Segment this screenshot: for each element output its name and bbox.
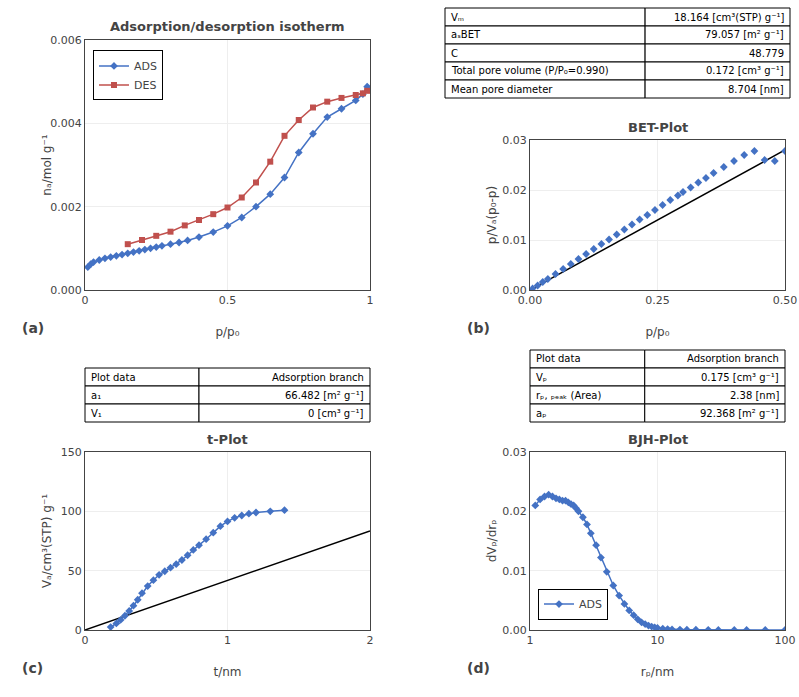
svg-text:100: 100 (775, 634, 796, 647)
svg-text:0.172 [cm³ g⁻¹]: 0.172 [cm³ g⁻¹] (706, 65, 784, 76)
svg-text:0.5: 0.5 (219, 294, 237, 307)
svg-text:0.00: 0.00 (502, 284, 527, 297)
svg-text:Vₐ/cm³(STP) g⁻¹: Vₐ/cm³(STP) g⁻¹ (40, 494, 54, 588)
svg-text:(d): (d) (467, 660, 490, 676)
svg-text:150: 150 (61, 446, 82, 459)
svg-text:48.779: 48.779 (749, 48, 784, 59)
svg-text:0.02: 0.02 (502, 505, 527, 518)
svg-text:0.004: 0.004 (50, 117, 82, 130)
svg-text:0.25: 0.25 (645, 294, 670, 307)
svg-text:DES: DES (134, 79, 156, 92)
svg-text:0 [cm³ g⁻¹]: 0 [cm³ g⁻¹] (308, 408, 364, 419)
svg-text:8.704 [nm]: 8.704 [nm] (728, 84, 784, 95)
svg-text:V₁: V₁ (91, 408, 102, 419)
svg-text:100: 100 (61, 505, 82, 518)
svg-text:0.002: 0.002 (50, 201, 82, 214)
svg-text:BJH-Plot: BJH-Plot (628, 432, 688, 447)
svg-text:1: 1 (224, 634, 231, 647)
svg-text:p/p₀: p/p₀ (645, 325, 669, 339)
svg-text:66.482 [m² g⁻¹]: 66.482 [m² g⁻¹] (285, 390, 364, 401)
svg-text:a₁: a₁ (91, 390, 101, 401)
svg-text:rₚ, ₚₑₐₖ (Area): rₚ, ₚₑₐₖ (Area) (536, 390, 601, 401)
svg-text:Plot data: Plot data (91, 372, 136, 383)
svg-text:1: 1 (527, 634, 534, 647)
svg-text:rₚ/nm: rₚ/nm (641, 665, 674, 679)
svg-text:0.03: 0.03 (502, 446, 527, 459)
svg-text:ADS: ADS (579, 598, 602, 611)
svg-text:0.50: 0.50 (773, 294, 798, 307)
svg-text:aₛBET: aₛBET (451, 29, 481, 40)
svg-text:Vₚ: Vₚ (536, 372, 547, 383)
svg-text:BET-Plot: BET-Plot (628, 120, 688, 135)
svg-text:0.175 [cm³ g⁻¹]: 0.175 [cm³ g⁻¹] (701, 372, 779, 383)
svg-text:0.006: 0.006 (50, 34, 82, 47)
svg-text:0: 0 (82, 294, 89, 307)
svg-text:t-Plot: t-Plot (207, 432, 248, 447)
svg-text:Adsorption branch: Adsorption branch (687, 353, 779, 364)
svg-text:0.00: 0.00 (518, 294, 543, 307)
svg-text:0.02: 0.02 (502, 184, 527, 197)
svg-text:(c): (c) (22, 660, 43, 676)
svg-text:(b): (b) (467, 320, 490, 336)
svg-text:t/nm: t/nm (213, 665, 241, 679)
svg-text:(a): (a) (22, 320, 44, 336)
svg-text:nₐ/mol g⁻¹: nₐ/mol g⁻¹ (40, 134, 54, 195)
svg-text:Plot data: Plot data (536, 353, 581, 364)
svg-text:C: C (451, 48, 458, 59)
svg-text:0: 0 (75, 624, 82, 637)
svg-text:2: 2 (367, 634, 374, 647)
svg-text:10: 10 (651, 634, 665, 647)
svg-text:ADS: ADS (134, 60, 157, 73)
svg-text:Adsorption/desorption isotherm: Adsorption/desorption isotherm (110, 19, 345, 34)
svg-text:0.00: 0.00 (502, 624, 527, 637)
svg-text:0: 0 (82, 634, 89, 647)
svg-text:Total pore volume (P/P₀=0.990): Total pore volume (P/P₀=0.990) (451, 65, 609, 76)
svg-text:p/p₀: p/p₀ (215, 325, 239, 339)
svg-text:0.01: 0.01 (502, 565, 527, 578)
svg-text:50: 50 (68, 565, 82, 578)
svg-text:0.000: 0.000 (50, 284, 82, 297)
svg-text:1: 1 (367, 294, 374, 307)
svg-text:Vₘ: Vₘ (451, 12, 464, 23)
svg-text:p/Vₐ(p₀-p): p/Vₐ(p₀-p) (485, 186, 499, 244)
svg-text:Adsorption branch: Adsorption branch (272, 372, 364, 383)
svg-text:aₚ: aₚ (536, 408, 546, 419)
svg-text:Mean pore diameter: Mean pore diameter (451, 84, 553, 95)
svg-text:18.164 [cm³(STP) g⁻¹]: 18.164 [cm³(STP) g⁻¹] (674, 12, 784, 23)
svg-text:0.03: 0.03 (502, 134, 527, 147)
svg-text:79.057 [m² g⁻¹]: 79.057 [m² g⁻¹] (705, 29, 784, 40)
svg-text:92.368 [m² g⁻¹]: 92.368 [m² g⁻¹] (700, 408, 779, 419)
svg-text:2.38 [nm]: 2.38 [nm] (730, 390, 779, 401)
svg-text:0.01: 0.01 (502, 234, 527, 247)
svg-text:dVₚ/drₚ: dVₚ/drₚ (485, 520, 499, 563)
